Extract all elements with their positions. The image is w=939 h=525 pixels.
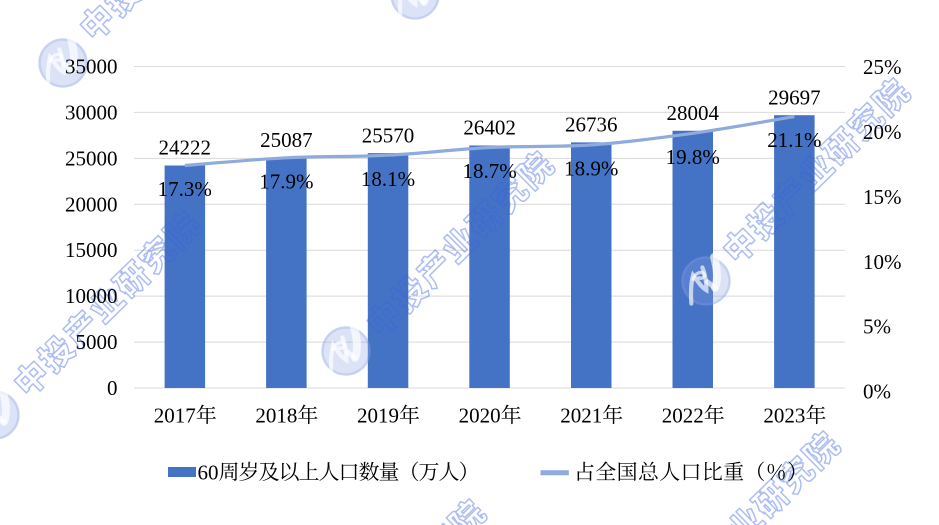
svg-text:25087: 25087 [260, 128, 313, 152]
svg-text:10000: 10000 [65, 284, 118, 308]
svg-text:21.1%: 21.1% [767, 128, 821, 152]
svg-text:18.9%: 18.9% [564, 157, 618, 181]
svg-text:25570: 25570 [362, 123, 415, 147]
svg-text:25%: 25% [863, 55, 902, 79]
svg-text:2018: 2018 [255, 404, 297, 428]
svg-text:0%: 0% [863, 380, 891, 404]
svg-text:10%: 10% [863, 250, 902, 274]
svg-text:2017: 2017 [154, 404, 196, 428]
svg-text:15000: 15000 [65, 238, 118, 262]
svg-text:17.3%: 17.3% [158, 177, 212, 201]
svg-text:29697: 29697 [768, 85, 821, 109]
svg-text:2023: 2023 [763, 404, 805, 428]
svg-text:17.9%: 17.9% [259, 169, 313, 193]
svg-text:26736: 26736 [565, 113, 618, 137]
svg-text:24222: 24222 [159, 136, 212, 160]
svg-text:18.7%: 18.7% [462, 159, 516, 183]
svg-text:2022: 2022 [662, 404, 704, 428]
svg-text:28004: 28004 [667, 101, 720, 125]
svg-text:35000: 35000 [65, 55, 118, 79]
svg-text:20000: 20000 [65, 192, 118, 216]
svg-text:15%: 15% [863, 185, 902, 209]
svg-text:5%: 5% [863, 315, 891, 339]
svg-text:26402: 26402 [463, 116, 516, 140]
svg-text:20%: 20% [863, 120, 902, 144]
svg-text:2021: 2021 [560, 404, 602, 428]
svg-text:5000: 5000 [76, 330, 118, 354]
svg-text:25000: 25000 [65, 146, 118, 170]
svg-text:0: 0 [107, 376, 118, 400]
svg-text:2019: 2019 [357, 404, 399, 428]
svg-text:19.8%: 19.8% [666, 145, 720, 169]
svg-text:30000: 30000 [65, 100, 118, 124]
svg-text:2020: 2020 [459, 404, 501, 428]
svg-text:60: 60 [198, 460, 219, 484]
svg-text:18.1%: 18.1% [361, 167, 415, 191]
